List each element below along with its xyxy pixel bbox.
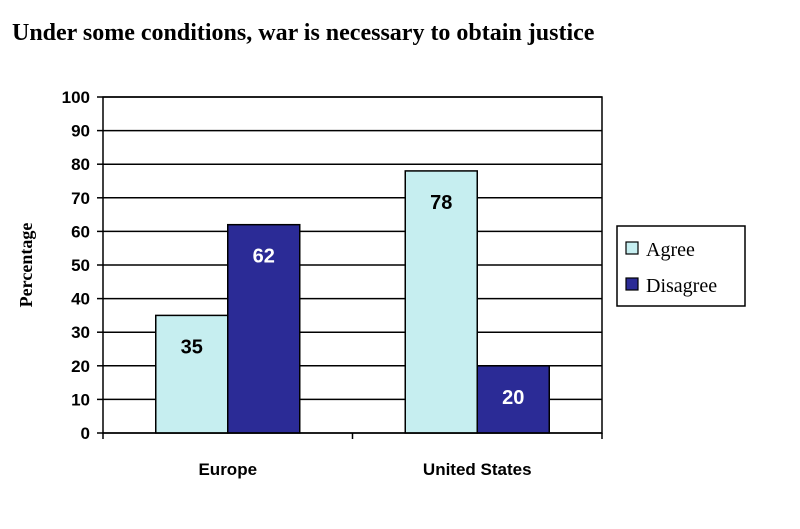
y-tick-label: 80	[71, 155, 90, 174]
y-tick-label: 30	[71, 323, 90, 342]
data-label: 20	[502, 387, 524, 409]
y-tick-label: 90	[71, 122, 90, 141]
y-axis-ticks: 0 10 20 30 40 50 60 70 80 90 100	[62, 88, 103, 443]
y-axis-title: Percentage	[16, 223, 36, 308]
axes	[102, 96, 603, 439]
y-tick-label: 100	[62, 88, 90, 107]
legend-box	[616, 225, 746, 307]
category-label: Europe	[198, 460, 257, 479]
data-label: 35	[181, 336, 203, 358]
y-tick-label: 40	[71, 290, 90, 309]
y-tick-label: 10	[71, 390, 90, 409]
data-labels: 35 62 78 20	[181, 192, 525, 409]
chart-title: Under some conditions, war is necessary …	[12, 20, 595, 46]
data-label: 78	[430, 192, 452, 214]
y-tick-label: 20	[71, 357, 90, 376]
y-tick-label: 60	[71, 222, 90, 241]
category-label: United States	[423, 460, 532, 479]
legend-label: Agree	[646, 239, 695, 261]
bar-agree-europe	[155, 314, 229, 434]
bars	[155, 170, 550, 434]
legend: Agree Disagree	[616, 225, 746, 307]
data-label: 62	[253, 246, 275, 268]
y-tick-label: 0	[81, 424, 90, 443]
category-labels: Europe United States	[198, 460, 531, 479]
y-tick-label: 50	[71, 256, 90, 275]
bar-disagree-europe	[227, 223, 301, 434]
legend-label: Disagree	[646, 275, 717, 297]
legend-swatch	[625, 277, 639, 291]
legend-swatch	[625, 241, 639, 255]
y-tick-label: 70	[71, 189, 90, 208]
